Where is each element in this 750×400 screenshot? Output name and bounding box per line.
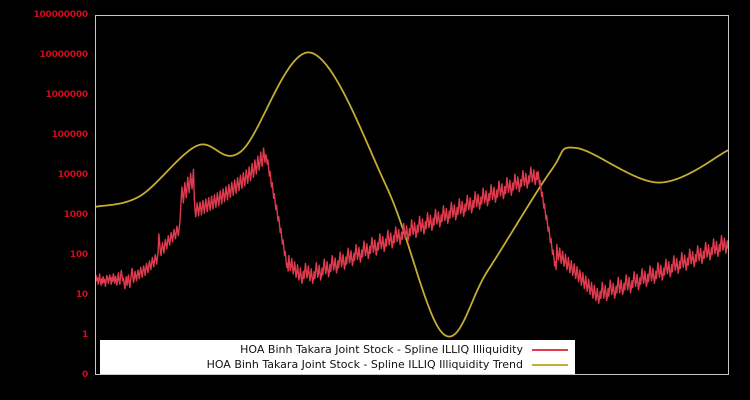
legend-swatch-trend-icon <box>532 363 568 366</box>
y-axis-tick-label: 1 <box>81 330 88 340</box>
legend-label-series: HOA Binh Takara Joint Stock - Spline ILL… <box>240 343 523 356</box>
legend-label-trend: HOA Binh Takara Joint Stock - Spline ILL… <box>206 358 523 371</box>
y-axis-tick-label: 10000000 <box>39 50 89 60</box>
y-axis-tick-labels: 100000000 10000000 1000000 100000 10000 1000 1… <box>0 0 88 400</box>
legend-item-trend[interactable]: HOA Binh Takara Joint Stock - Spline ILL… <box>100 357 575 372</box>
trend-line-path <box>96 51 728 338</box>
illiquidity-series-path <box>96 147 728 304</box>
y-axis-tick-label: 1000000 <box>45 90 89 100</box>
y-axis-tick-label: 100000 <box>51 130 89 140</box>
y-axis-tick-label: 1000 <box>63 210 88 220</box>
y-axis-tick-label: 100000000 <box>33 10 88 20</box>
y-axis-tick-label: 10000 <box>57 170 89 180</box>
chart-legend: HOA Binh Takara Joint Stock - Spline ILL… <box>100 340 575 374</box>
legend-swatch-series-icon <box>532 348 568 351</box>
y-axis-tick-label: 100 <box>69 250 88 260</box>
y-axis-tick-label: 10 <box>75 290 88 300</box>
plot-svg <box>96 51 728 338</box>
legend-item-series[interactable]: HOA Binh Takara Joint Stock - Spline ILL… <box>100 342 575 357</box>
y-axis-tick-label: 0 <box>81 370 88 380</box>
plot-area <box>95 15 729 375</box>
